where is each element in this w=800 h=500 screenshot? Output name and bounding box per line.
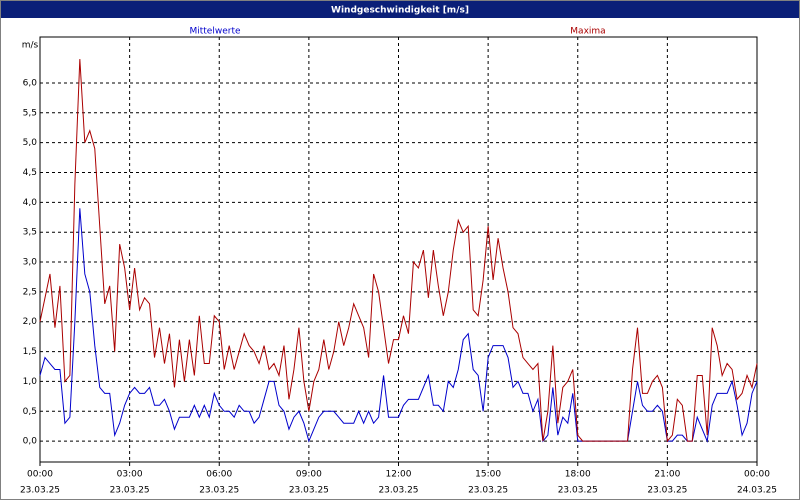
x-tick-label: 03:00 — [117, 470, 143, 480]
y-tick-label: 6,0 — [23, 78, 38, 88]
x-tick-date: 23.03.25 — [558, 486, 598, 496]
x-tick-label: 09:00 — [296, 470, 322, 480]
x-tick-date: 24.03.25 — [737, 486, 777, 496]
y-tick-label: 5,0 — [23, 138, 38, 148]
x-tick-date: 23.03.25 — [378, 486, 418, 496]
legend-label: Mittelwerte — [189, 27, 240, 37]
x-tick-label: 21:00 — [654, 470, 680, 480]
y-tick-label: 1,0 — [23, 377, 38, 387]
y-tick-label: 2,0 — [23, 317, 38, 327]
x-tick-date: 23.03.25 — [110, 486, 150, 496]
y-tick-label: 2,5 — [23, 287, 37, 297]
x-tick-label: 15:00 — [475, 470, 501, 480]
y-tick-label: 5,5 — [23, 108, 37, 118]
series-line — [39, 59, 758, 443]
title-bar — [1, 1, 799, 18]
x-tick-label: 00:00 — [27, 470, 53, 480]
x-tick-label: 12:00 — [386, 470, 412, 480]
x-tick-label: 18:00 — [565, 470, 591, 480]
x-tick-label: 06:00 — [206, 470, 232, 480]
y-unit: m/s — [22, 41, 39, 51]
legend-label: Maxima — [570, 27, 605, 37]
y-tick-label: 3,0 — [23, 258, 38, 268]
y-tick-label: 0,5 — [23, 407, 37, 417]
chart-title: Windgeschwindigkeit [m/s] — [331, 6, 469, 16]
x-tick-date: 23.03.25 — [647, 486, 687, 496]
x-tick-date: 23.03.25 — [468, 486, 508, 496]
y-tick-label: 3,5 — [23, 228, 37, 238]
x-tick-date: 23.03.25 — [199, 486, 239, 496]
y-tick-label: 1,5 — [23, 347, 37, 357]
y-tick-label: 0,0 — [23, 437, 38, 447]
x-tick-date: 23.03.25 — [289, 486, 329, 496]
y-tick-label: 4,5 — [23, 168, 37, 178]
series-line — [39, 208, 758, 443]
x-tick-label: 00:00 — [744, 470, 770, 480]
y-tick-label: 4,0 — [23, 198, 38, 208]
x-tick-date: 23.03.25 — [20, 486, 60, 496]
